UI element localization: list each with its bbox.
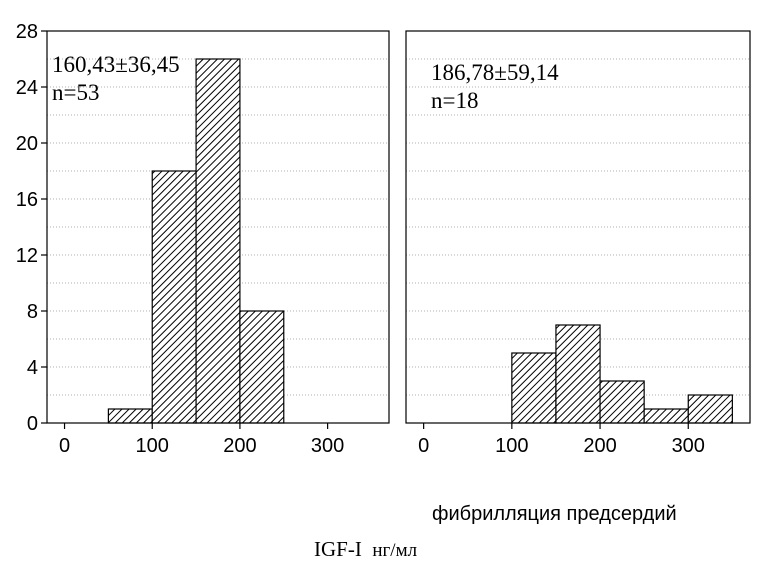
sample-size-annotation: n=53	[52, 80, 99, 105]
y-tick-label: 20	[16, 133, 38, 155]
y-tick-label: 16	[16, 189, 38, 211]
x-tick-label: 200	[583, 435, 616, 457]
x-tick-label: 100	[495, 435, 528, 457]
plot-frame	[405, 30, 751, 424]
x-tick-label: 300	[311, 435, 344, 457]
y-tick-label: 0	[27, 413, 38, 435]
main-caption-text: IGF-I	[314, 537, 362, 561]
histogram-bar	[643, 408, 689, 424]
y-tick-label: 24	[16, 77, 38, 99]
y-tick-label: 12	[16, 245, 38, 267]
x-tick-label: 0	[418, 435, 429, 457]
subplot-caption: фибрилляция предсердий	[432, 503, 677, 525]
histogram-bar	[195, 58, 241, 424]
histogram-bar	[555, 324, 601, 424]
histogram-bar	[687, 394, 733, 424]
histogram-bar	[239, 310, 285, 424]
x-tick-label: 0	[59, 435, 70, 457]
histogram-bar	[511, 352, 557, 424]
y-tick-label: 8	[27, 301, 38, 323]
panel-2: 0 100 200 300 186,78±59,14 n=18	[405, 30, 751, 457]
histogram-bar	[107, 408, 153, 424]
plot-frame	[46, 30, 390, 424]
main-caption: IGF-I нг/мл	[314, 537, 417, 562]
y-tick-label: 4	[27, 357, 38, 379]
x-tick-label: 100	[136, 435, 169, 457]
mean-sd-annotation: 160,43±36,45	[52, 52, 180, 77]
unit-caption: нг/мл	[372, 540, 418, 561]
y-tick-label: 28	[16, 21, 38, 43]
x-tick-label: 200	[223, 435, 256, 457]
panel-1: 0 100 200 300 0 4 8 12 16 20 24 28 160,43±36,45 n=53	[16, 21, 390, 457]
histogram-bar	[151, 170, 197, 424]
histogram-bar	[599, 380, 645, 424]
sample-size-annotation: n=18	[431, 88, 478, 113]
mean-sd-annotation: 186,78±59,14	[431, 60, 559, 85]
x-tick-label: 300	[672, 435, 705, 457]
